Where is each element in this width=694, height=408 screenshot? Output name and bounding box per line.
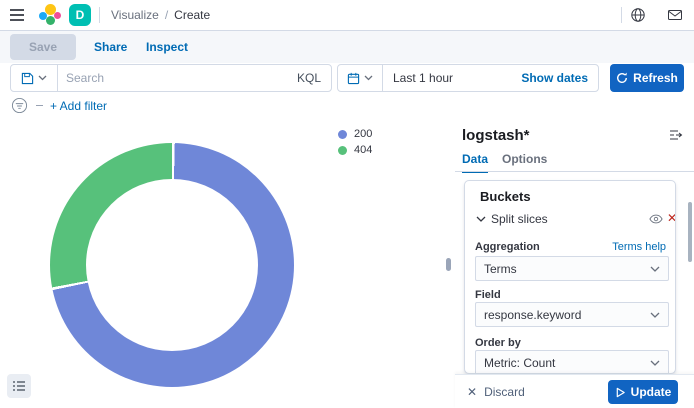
donut-chart[interactable]	[50, 143, 294, 387]
share-button[interactable]: Share	[94, 40, 128, 54]
search-input[interactable]	[58, 71, 287, 85]
query-language-button[interactable]: KQL	[296, 71, 321, 85]
order-by-label: Order by	[475, 337, 521, 349]
date-quick-menu-button[interactable]	[338, 65, 383, 91]
time-picker: Last 1 hour Show dates	[337, 64, 599, 92]
legend-dot	[338, 129, 347, 139]
panel-scrollbar[interactable]	[688, 202, 692, 262]
filter-options-button[interactable]	[11, 97, 28, 114]
inspect-button[interactable]: Inspect	[146, 40, 189, 54]
visualize-action-bar: Save Share Inspect	[0, 31, 694, 63]
mail-icon	[668, 10, 682, 20]
chevron-down-icon	[650, 360, 660, 366]
chart-legend: 200 404	[338, 128, 372, 156]
close-icon: ✕	[467, 385, 478, 399]
elastic-logo[interactable]	[39, 4, 61, 26]
aggregation-value: Terms	[484, 261, 517, 276]
chevron-down-icon	[650, 266, 660, 272]
menu-icon	[10, 9, 24, 21]
legend-dot	[338, 145, 347, 155]
chevron-down-icon	[364, 75, 373, 81]
globe-button[interactable]	[630, 7, 646, 23]
show-dates-button[interactable]: Show dates	[521, 71, 588, 85]
legend-label: 404	[354, 144, 373, 156]
add-filter-button[interactable]: + Add filter	[50, 99, 108, 113]
tab-options[interactable]: Options	[502, 152, 548, 166]
buckets-card: Buckets Split slices ✕ Aggregation Terms…	[464, 180, 676, 374]
donut-hole	[86, 179, 258, 351]
panel-footer: ✕ Discard Update	[455, 374, 694, 408]
list-icon	[13, 381, 25, 391]
visualization-editor-panel: logstash* Data Options Buckets Split sli…	[455, 115, 694, 408]
save-button[interactable]: Save	[10, 34, 76, 60]
refresh-label: Refresh	[633, 71, 678, 85]
panel-resize-handle[interactable]	[446, 258, 451, 271]
aggregation-label: Aggregation	[475, 241, 540, 253]
globe-icon	[631, 8, 645, 22]
breadcrumb-create: Create	[174, 8, 211, 22]
field-value: response.keyword	[484, 307, 582, 322]
mail-button[interactable]	[667, 7, 683, 23]
refresh-icon	[617, 72, 628, 83]
discard-button[interactable]: ✕ Discard	[467, 375, 525, 408]
filter-bar-dash	[36, 105, 43, 106]
collapse-panel-icon	[670, 130, 683, 140]
aggregation-select[interactable]: Terms	[475, 256, 669, 281]
chevron-down-icon	[38, 75, 47, 81]
field-select[interactable]: response.keyword	[475, 302, 669, 327]
filter-icon	[11, 97, 28, 114]
eye-icon	[649, 214, 663, 224]
tabs-border	[455, 171, 694, 172]
legend-toggle-button[interactable]	[7, 374, 31, 398]
tab-data[interactable]: Data	[462, 152, 489, 173]
discard-label: Discard	[484, 385, 525, 399]
order-by-value: Metric: Count	[484, 355, 556, 370]
save-query-icon	[21, 72, 34, 84]
index-pattern-title: logstash*	[462, 127, 530, 144]
play-icon	[616, 387, 625, 397]
legend-item[interactable]: 404	[338, 144, 372, 156]
header-divider	[99, 7, 100, 23]
split-slices-row[interactable]: Split slices ✕	[465, 211, 675, 227]
breadcrumb-separator: /	[164, 8, 169, 22]
buckets-heading: Buckets	[480, 189, 531, 204]
breadcrumb-visualize[interactable]: Visualize	[111, 8, 159, 22]
calendar-icon	[347, 72, 360, 84]
remove-bucket-button[interactable]: ✕	[667, 211, 675, 225]
hamburger-menu-button[interactable]	[9, 8, 25, 22]
saved-query-menu-button[interactable]	[11, 65, 58, 91]
legend-item[interactable]: 200	[338, 128, 372, 140]
update-label: Update	[630, 385, 672, 399]
chevron-down-icon	[650, 312, 660, 318]
terms-help-link[interactable]: Terms help	[612, 241, 666, 253]
split-slices-label: Split slices	[491, 212, 548, 226]
time-range-value[interactable]: Last 1 hour	[393, 71, 454, 85]
space-badge[interactable]: D	[69, 4, 91, 26]
collapse-panel-button[interactable]	[669, 129, 683, 141]
breadcrumb: Visualize / Create	[111, 0, 210, 30]
update-button[interactable]: Update	[608, 380, 678, 404]
legend-label: 200	[354, 128, 373, 140]
chevron-down-icon	[476, 216, 486, 222]
field-label: Field	[475, 289, 501, 301]
header-divider	[621, 7, 622, 23]
order-by-select[interactable]: Metric: Count	[475, 350, 669, 373]
top-header: D Visualize / Create	[0, 0, 694, 31]
query-bar: KQL	[10, 64, 332, 92]
toggle-visibility-button[interactable]	[649, 214, 663, 224]
refresh-button[interactable]: Refresh	[610, 64, 684, 92]
